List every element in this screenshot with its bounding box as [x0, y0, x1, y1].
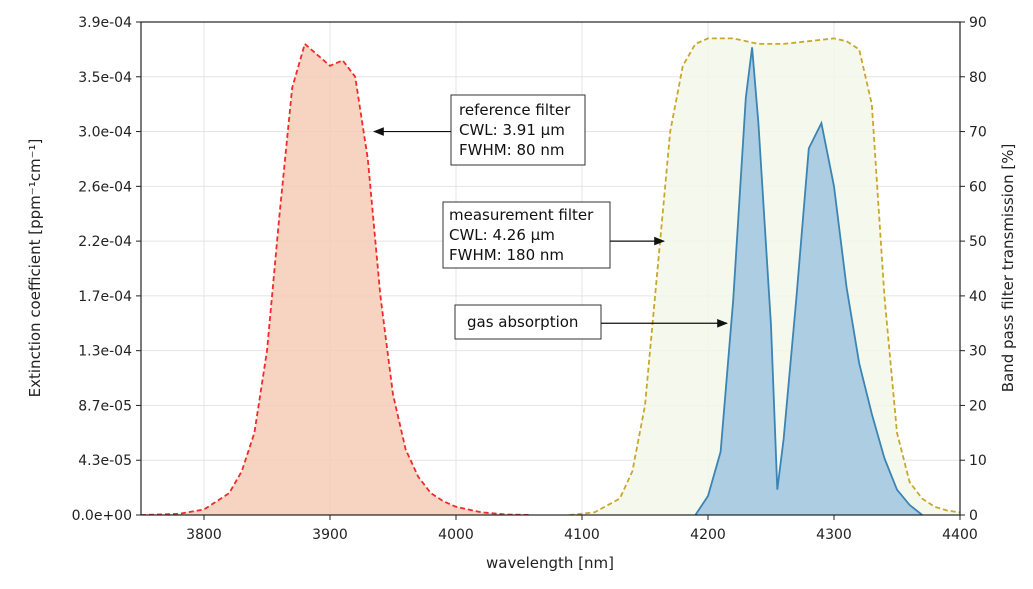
- annotation-box: [454, 304, 602, 340]
- y-left-tick-label: 3.0e-04: [78, 125, 132, 141]
- y-right-tick-label: 70: [969, 125, 987, 141]
- plot-frame: [140, 21, 961, 516]
- annotation-box: [442, 201, 611, 269]
- y-right-tick-label: 50: [969, 234, 987, 250]
- gas-absorption-line: [694, 47, 923, 515]
- annotation-text: measurement filter: [449, 206, 594, 224]
- y-left-tick-label: 0.0e+00: [72, 508, 132, 524]
- annotation-text: FWHM: 180 nm: [449, 246, 564, 264]
- x-tick-label: 4400: [942, 527, 978, 543]
- y-left-tick-label: 8.7e-05: [78, 398, 132, 414]
- annotation-text: gas absorption: [467, 313, 578, 331]
- y-right-tick-label: 30: [969, 344, 987, 360]
- y-left-tick-label: 1.7e-04: [78, 289, 132, 305]
- gas-absorption-fill: [695, 47, 923, 515]
- x-axis-title: wavelength [nm]: [486, 554, 614, 572]
- x-tick-label: 4200: [690, 527, 726, 543]
- annotations: reference filter CWL: 3.91 µm FWHM: 80 nm m…: [373, 94, 728, 340]
- annotation-text: reference filter: [459, 101, 571, 119]
- annotation-text: FWHM: 80 nm: [459, 141, 564, 159]
- annotation: measurement filter CWL: 4.26 µm FWHM: 180 …: [442, 201, 665, 269]
- y-right-tick-label: 40: [969, 289, 987, 305]
- x-tick-label: 3900: [312, 527, 348, 543]
- annotation-text: CWL: 3.91 µm: [459, 121, 565, 139]
- y-left-tick-label: 3.5e-04: [78, 70, 132, 86]
- x-tick-label: 4000: [438, 527, 474, 543]
- y-axis-right: 0 10 20 30 40 50 60 70 80 90: [960, 15, 987, 524]
- x-tick-label: 4300: [816, 527, 852, 543]
- y-axis-right-title: Band pass filter transmission [%]: [999, 144, 1017, 393]
- y-left-tick-label: 2.6e-04: [78, 179, 132, 195]
- y-right-tick-label: 10: [969, 453, 987, 469]
- series-lines: [141, 37, 960, 515]
- y-right-tick-label: 20: [969, 398, 987, 414]
- reference-filter-fill: [141, 43, 532, 515]
- x-axis: 3800 3900 4000 4100 4200 4300 4400: [186, 515, 978, 543]
- annotation: reference filter CWL: 3.91 µm FWHM: 80 nm: [373, 94, 586, 166]
- y-right-tick-label: 0: [969, 508, 978, 524]
- y-axis-left-title: Extinction coefficient [ppm⁻¹cm⁻¹]: [26, 139, 44, 398]
- x-tick-label: 3800: [186, 527, 222, 543]
- annotation-text: CWL: 4.26 µm: [449, 226, 555, 244]
- annotation-box: [450, 94, 586, 166]
- y-left-tick-label: 3.9e-04: [78, 15, 132, 31]
- y-left-tick-label: 4.3e-05: [78, 453, 132, 469]
- measurement-filter-line: [569, 37, 960, 515]
- series-fills: [141, 38, 960, 515]
- y-right-tick-label: 80: [969, 70, 987, 86]
- annotation: gas absorption: [454, 304, 728, 340]
- y-right-tick-label: 60: [969, 179, 987, 195]
- x-tick-label: 4100: [564, 527, 600, 543]
- y-axis-left: 0.0e+00 4.3e-05 8.7e-05 1.3e-04 1.7e-04 2.2e-…: [72, 15, 141, 524]
- y-left-tick-label: 1.3e-04: [78, 344, 132, 360]
- y-right-tick-label: 90: [969, 15, 987, 31]
- y-left-tick-label: 2.2e-04: [78, 234, 132, 250]
